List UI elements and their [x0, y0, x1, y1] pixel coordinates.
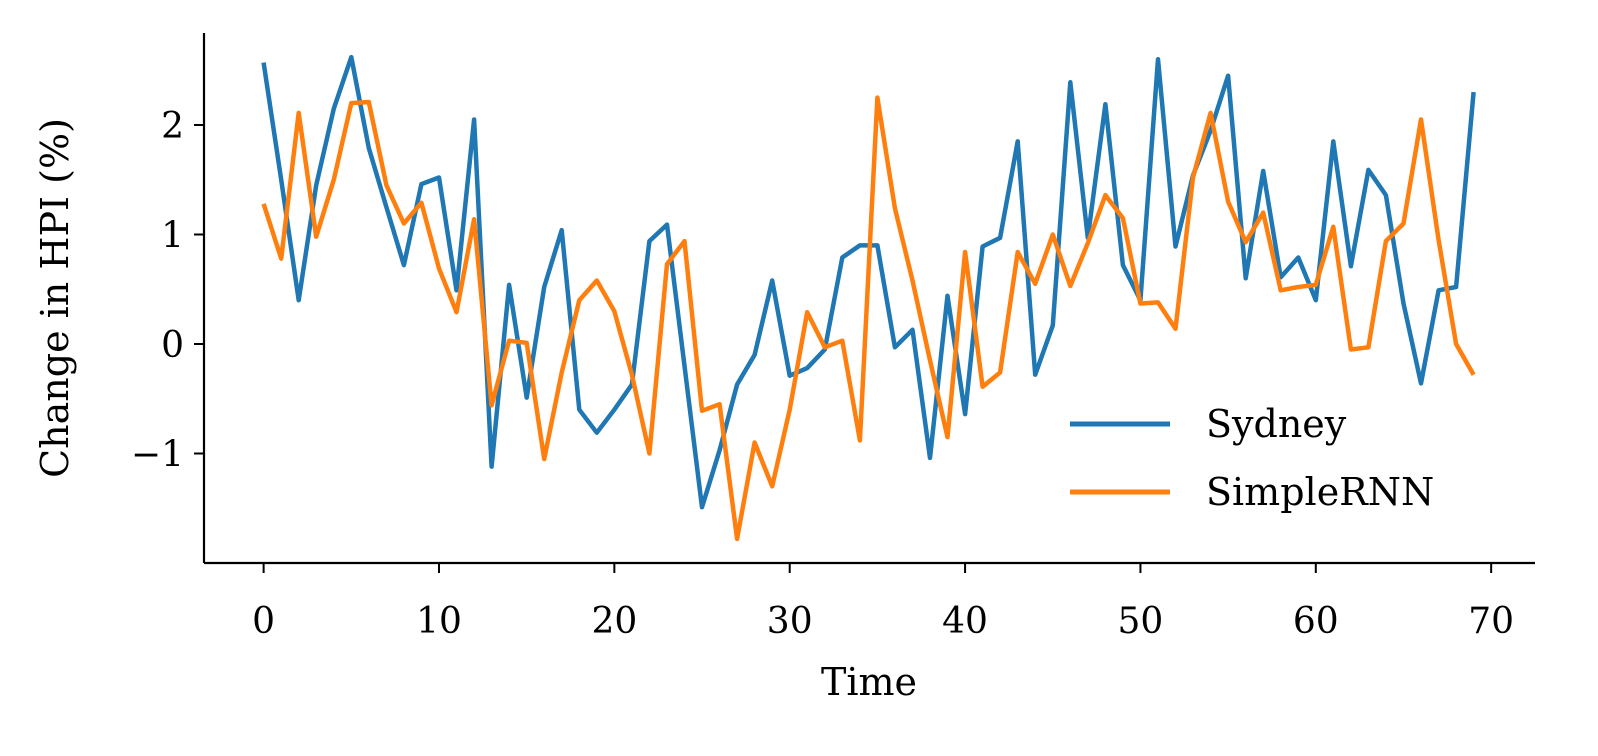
x-tick-label: 60 [1293, 601, 1339, 642]
x-tick-label: 50 [1118, 601, 1164, 642]
y-tick-label: 2 [161, 106, 184, 147]
legend-label-simplernn: SimpleRNN [1206, 470, 1434, 514]
x-ticks: 0 10 20 30 40 50 60 70 [252, 563, 1514, 642]
y-tick-label: −1 [131, 434, 184, 475]
x-tick-label: 30 [767, 601, 813, 642]
plot-lines [261, 54, 1476, 542]
legend: Sydney SimpleRNN [1070, 402, 1434, 514]
x-tick-label: 40 [942, 601, 988, 642]
y-tick-label: 1 [161, 215, 184, 256]
x-tick-label: 10 [416, 601, 462, 642]
y-axis-label: Change in HPI (%) [33, 118, 77, 478]
series-line-simplernn [261, 95, 1476, 542]
x-axis-label: Time [821, 660, 917, 704]
y-ticks: −1 0 1 2 [131, 106, 204, 475]
x-tick-label: 70 [1468, 601, 1514, 642]
x-tick-label: 20 [591, 601, 637, 642]
legend-label-sydney: Sydney [1206, 402, 1347, 446]
x-tick-label: 0 [252, 601, 275, 642]
y-tick-label: 0 [161, 325, 184, 366]
